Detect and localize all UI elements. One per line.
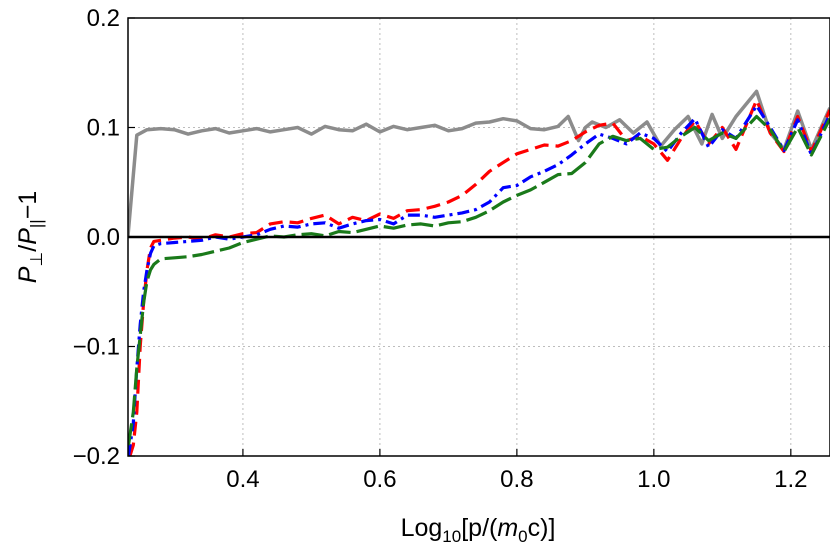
y-tick-label: 0.2	[87, 5, 120, 32]
x-tick-label: 0.8	[500, 466, 533, 493]
grid	[128, 18, 830, 456]
series-line-blue-dashdot	[128, 103, 830, 456]
x-tick-label: 0.4	[226, 466, 259, 493]
y-tick-label: 0.1	[87, 115, 120, 142]
x-tick-label: 1.0	[637, 466, 670, 493]
x-tick-label: 0.6	[363, 466, 396, 493]
y-tick-label: −0.1	[73, 334, 120, 361]
x-axis-title: Log10[p/(m0c)]	[401, 514, 556, 546]
y-tick-label: 0.0	[87, 224, 120, 251]
series-group	[128, 89, 830, 456]
series-line-red-dashed	[128, 98, 830, 456]
x-tick-label: 1.2	[774, 466, 807, 493]
y-axis-title: P⊥/P||−1	[14, 191, 46, 284]
ticks: 0.4 0.6 0.8 1.0 1.2 0.2 0.1 0.0 −0.1 −0.2	[73, 5, 808, 493]
series-line-green-dashed	[128, 114, 830, 446]
y-tick-label: −0.2	[73, 443, 120, 470]
